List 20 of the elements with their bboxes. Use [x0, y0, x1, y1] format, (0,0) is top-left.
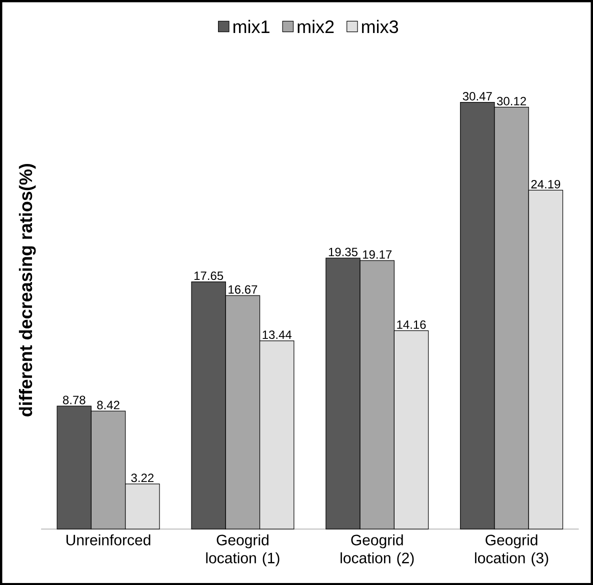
data-label: 30.12: [496, 96, 526, 106]
x-tick-label: Unreinforced: [66, 534, 150, 546]
data-label: 30.47: [462, 92, 492, 100]
data-label: 19.35: [328, 248, 358, 256]
x-tick-label: Geogrid location (2): [340, 534, 414, 566]
data-label: 14.16: [397, 320, 426, 329]
x-tick-label: Geogrid location (1): [206, 534, 280, 566]
data-label: 24.19: [531, 180, 560, 188]
data-label: 19.17: [363, 250, 392, 259]
x-tick-label: Geogrid location (3): [475, 534, 548, 566]
data-label: 16.67: [228, 285, 258, 294]
legend-label: mix2: [298, 20, 334, 33]
data-label: 3.22: [131, 474, 154, 482]
y-axis-title: different decreasing ratios(%): [18, 164, 36, 416]
data-label: 17.65: [194, 271, 224, 280]
legend-label: mix3: [362, 20, 398, 34]
data-label: 13.44: [262, 330, 292, 339]
data-label: 8.42: [97, 400, 120, 410]
data-label: 8.78: [63, 396, 86, 404]
legend-label: mix1: [234, 20, 270, 33]
